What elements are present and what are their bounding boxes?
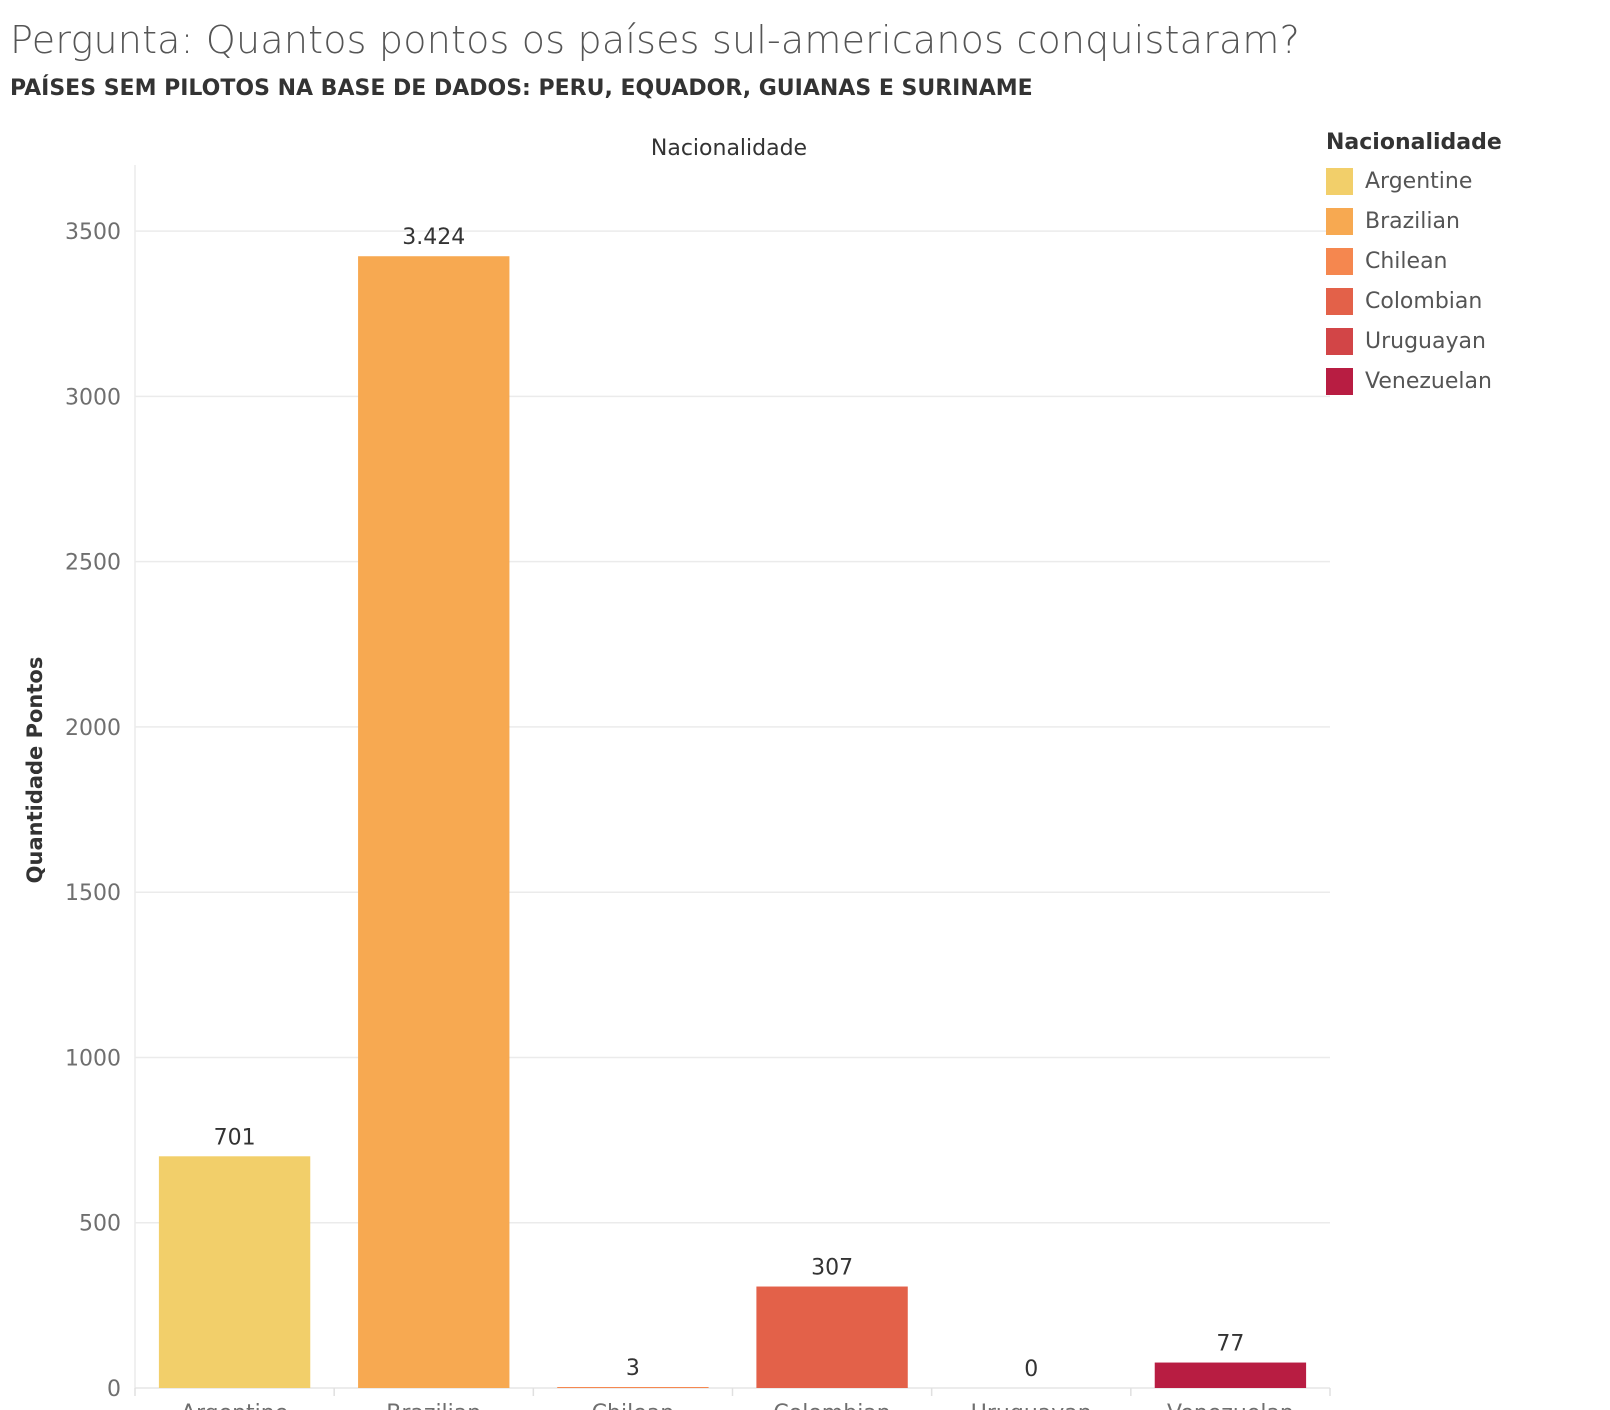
y-tick-label: 500 [79,1212,121,1237]
x-tick-label-chilean: Chilean [592,1401,675,1410]
y-axis-title: Quantidade Pontos [23,657,47,884]
legend-title: Nacionalidade [1326,130,1502,155]
legend: Nacionalidade Argentine Brazilian Chilean C… [1326,130,1596,401]
legend-item-uruguayan[interactable]: Uruguayan [1326,321,1596,361]
legend-label: Argentine [1365,168,1473,194]
column-header-label: Nacionalidade [651,136,807,161]
x-tick-label-venezuelan: Venezuelan [1167,1401,1294,1410]
data-labels: 701 3.424 3 307 0 77 [214,225,1245,1382]
legend-item-argentine[interactable]: Argentine [1326,161,1596,201]
bars [158,256,1307,1388]
legend-items: Argentine Brazilian Chilean Colombian Urugua… [1326,161,1596,401]
bar-chilean [557,1387,709,1388]
y-tick-label: 3000 [65,385,121,410]
x-tick-label-brazilian: Brazilian [386,1401,481,1410]
data-label-venezuelan: 77 [1216,1332,1244,1357]
chart-subtitle: PAÍSES SEM PILOTOS NA BASE DE DADOS: PER… [10,76,1033,101]
legend-label: Brazilian [1365,208,1460,234]
x-tick-label-colombian: Colombian [773,1401,890,1410]
y-tick-label: 1500 [65,881,121,906]
chart-title: Pergunta: Quantos pontos os países sul-a… [10,18,1301,62]
legend-item-chilean[interactable]: Chilean [1326,241,1596,281]
legend-item-colombian[interactable]: Colombian [1326,281,1596,321]
y-tick-label: 0 [107,1377,121,1402]
x-tick-label-uruguayan: Uruguayan [971,1401,1092,1410]
bar-brazilian [358,256,510,1388]
data-label-colombian: 307 [811,1256,853,1281]
y-tick-label: 3500 [65,220,121,245]
y-axis-tick-labels: 0 500 1000 1500 2000 2500 3000 3500 [65,220,121,1402]
data-label-chilean: 3 [626,1356,640,1381]
bar-venezuelan [1154,1362,1307,1388]
legend-item-brazilian[interactable]: Brazilian [1326,201,1596,241]
legend-swatch [1326,207,1353,235]
legend-label: Colombian [1365,288,1483,314]
data-label-argentine: 701 [214,1125,256,1150]
data-label-uruguayan: 0 [1024,1357,1038,1382]
y-tick-label: 2000 [65,716,121,741]
legend-swatch [1326,367,1353,395]
x-axis-tick-labels: Argentine Brazilian Chilean Colombian Urugua… [181,1401,1294,1410]
bar-argentine [158,1156,311,1388]
legend-swatch [1326,247,1353,275]
y-tick-label: 1000 [65,1046,121,1071]
legend-swatch [1326,327,1353,355]
legend-swatch [1326,167,1353,195]
legend-label: Chilean [1365,248,1448,274]
legend-item-venezuelan[interactable]: Venezuelan [1326,361,1596,401]
data-label-brazilian: 3.424 [402,225,465,250]
legend-label: Venezuelan [1365,368,1492,394]
x-tick-label-argentine: Argentine [181,1401,288,1410]
gridlines [134,165,1331,1396]
bar-colombian [756,1286,908,1388]
legend-swatch [1326,287,1353,315]
legend-label: Uruguayan [1365,328,1486,354]
y-tick-label: 2500 [65,551,121,576]
